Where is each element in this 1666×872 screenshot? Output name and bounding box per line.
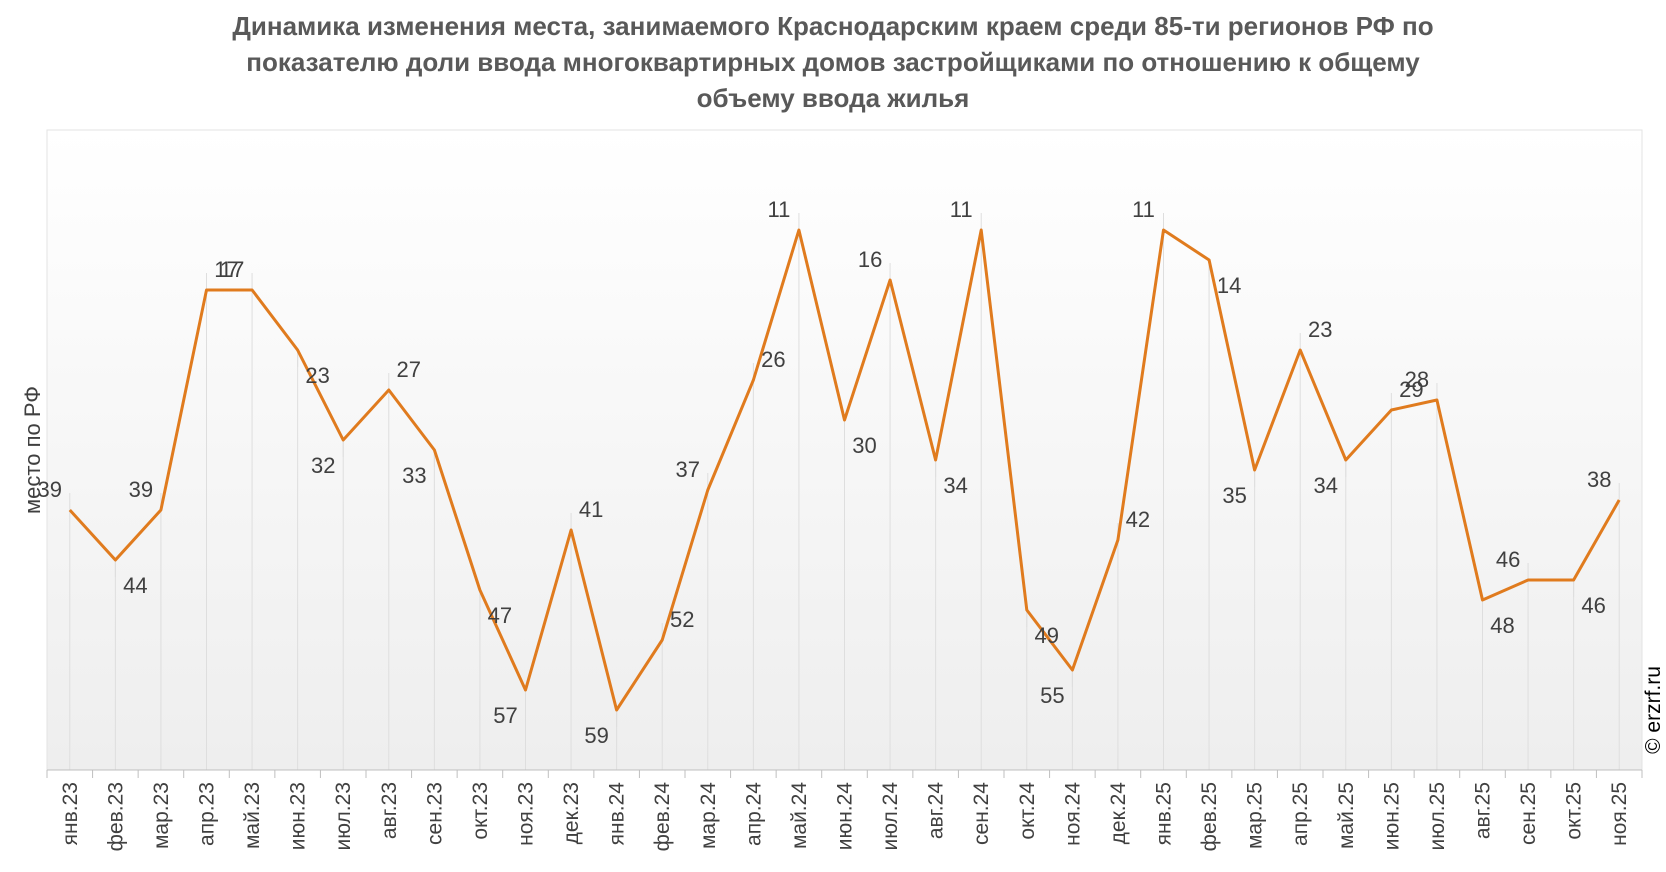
chart-title-line-3: объему ввода жилья	[696, 83, 970, 113]
data-label: 32	[311, 453, 335, 478]
x-tick-label: июн.25	[1380, 782, 1403, 850]
data-label: 42	[1126, 507, 1150, 532]
data-label: 11	[1132, 197, 1155, 222]
data-label: 26	[761, 347, 785, 372]
data-label: 14	[1217, 273, 1241, 298]
x-tick-label: апр.23	[196, 782, 219, 846]
data-label: 59	[584, 723, 608, 748]
x-tick-label: июн.23	[287, 782, 310, 850]
data-label: 30	[852, 433, 876, 458]
data-label: 39	[129, 477, 153, 502]
x-tick-label: сен.23	[423, 782, 446, 845]
x-tick-label: апр.25	[1289, 782, 1312, 846]
x-tick-label: июл.23	[332, 782, 355, 850]
x-tick-label: янв.24	[606, 782, 629, 846]
data-label: 27	[397, 357, 421, 382]
x-tick-label: фев.24	[651, 782, 674, 852]
data-label: 34	[943, 473, 967, 498]
data-label: 11	[767, 197, 790, 222]
x-tick-label: авг.24	[925, 782, 948, 839]
x-tick-label: мар.25	[1244, 782, 1267, 849]
data-label: 17	[220, 257, 244, 282]
x-tick-label: май.23	[241, 782, 264, 849]
x-tick-label: июл.24	[879, 782, 902, 851]
data-label: 23	[1308, 317, 1332, 342]
data-label: 16	[858, 247, 882, 272]
x-tick-label: сен.24	[970, 782, 993, 845]
data-label: 47	[488, 603, 512, 628]
y-axis-title: место по РФ	[20, 386, 45, 514]
chart-title: Динамика изменения места, занимаемого Кр…	[0, 8, 1666, 116]
data-label: 28	[1405, 367, 1429, 392]
data-label: 55	[1040, 683, 1064, 708]
data-label: 41	[579, 497, 603, 522]
x-axis-labels: янв.23 фев.23 мар.23 апр.23 май.23 июн.23 июл.…	[59, 782, 1631, 852]
chart-title-line-2: показателю доли ввода многоквартирных до…	[246, 47, 1420, 77]
x-tick-label: янв.25	[1153, 782, 1176, 845]
data-label: 11	[950, 197, 973, 222]
x-tick-label: май.24	[788, 782, 811, 849]
data-label: 46	[1496, 547, 1520, 572]
x-tick-label: окт.24	[1016, 782, 1039, 840]
x-tick-label: мар.24	[697, 782, 720, 849]
data-label: 38	[1587, 467, 1611, 492]
data-label: 33	[402, 463, 426, 488]
data-label: 48	[1490, 613, 1514, 638]
x-tick-label: ноя.24	[1061, 782, 1084, 846]
data-label: 23	[305, 363, 329, 388]
x-tick-label: ноя.23	[515, 782, 538, 846]
x-tick-label: апр.24	[742, 782, 765, 846]
series-line	[68, 228, 1621, 712]
x-tick-label: дек.23	[560, 782, 583, 844]
x-tick-label: июн.24	[834, 782, 857, 851]
x-tick-label: май.25	[1335, 782, 1358, 849]
x-tick-label: сен.25	[1517, 782, 1540, 845]
x-tick-label: авг.23	[378, 782, 401, 839]
grid-lines	[69, 230, 1620, 770]
data-label: 52	[670, 607, 694, 632]
data-label: 39	[38, 477, 62, 502]
data-label: 57	[493, 703, 517, 728]
x-tick-label: янв.23	[59, 782, 82, 845]
data-label: 29	[1399, 377, 1423, 402]
data-label: 46	[1581, 593, 1605, 618]
chart-title-line-1: Динамика изменения места, занимаемого Кр…	[232, 11, 1434, 41]
data-label: 37	[676, 457, 700, 482]
x-axis-ticks	[46, 770, 1643, 778]
x-tick-label: фев.23	[104, 782, 127, 851]
data-label: 17	[214, 257, 238, 282]
x-tick-label: окт.25	[1563, 782, 1586, 840]
data-label: 34	[1314, 473, 1338, 498]
x-tick-label: окт.23	[469, 782, 492, 840]
x-tick-label: мар.23	[150, 782, 173, 849]
x-tick-label: дек.24	[1107, 782, 1130, 845]
data-label: 44	[123, 573, 147, 598]
data-label: 35	[1222, 483, 1246, 508]
x-tick-label: фев.25	[1198, 782, 1221, 851]
x-tick-label: ноя.25	[1608, 782, 1631, 846]
x-tick-label: авг.25	[1472, 782, 1495, 839]
copyright-text: © erzrf.ru	[1642, 666, 1665, 754]
data-label: 49	[1035, 623, 1059, 648]
x-tick-label: июл.25	[1426, 782, 1449, 850]
